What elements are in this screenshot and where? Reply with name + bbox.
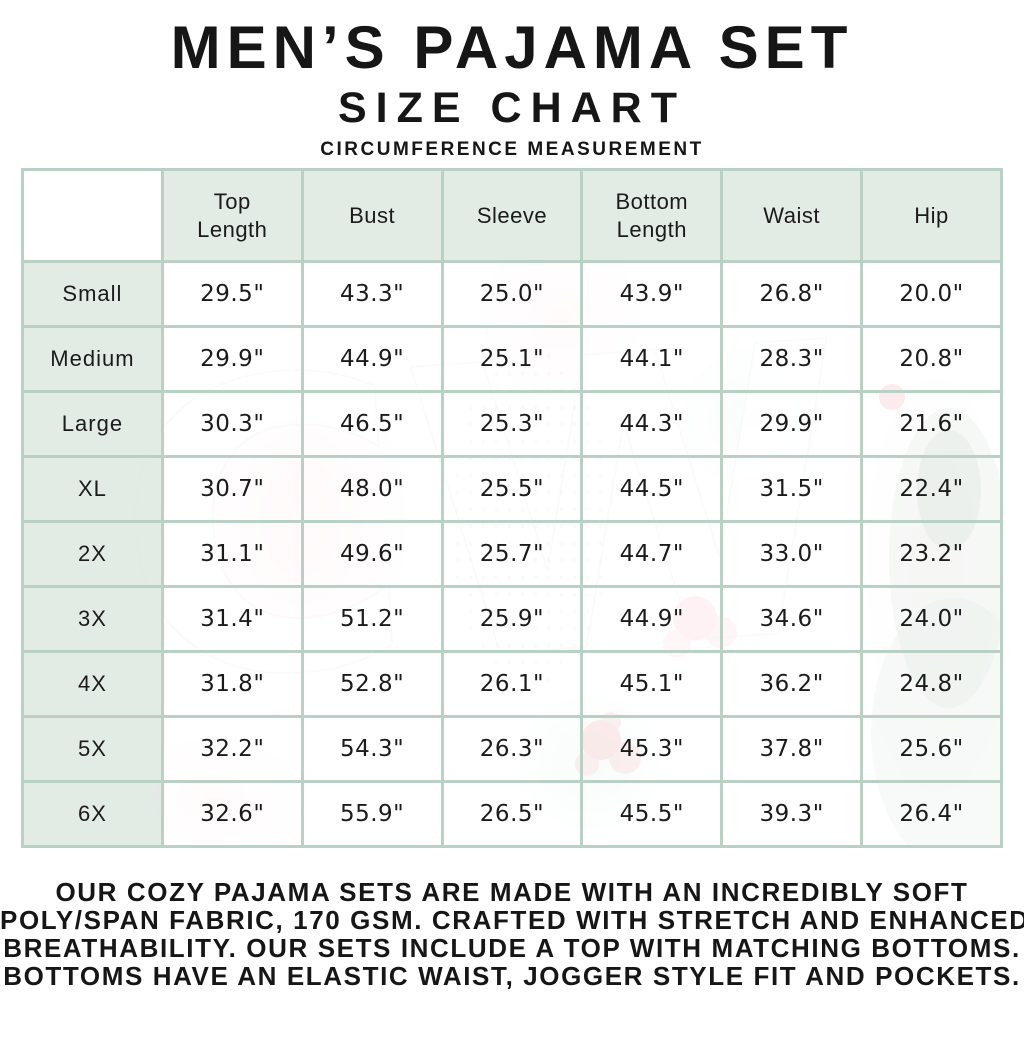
fabric-description-line: OUR COZY PAJAMA SETS ARE MADE WITH AN IN…: [55, 877, 969, 907]
table-row: XL 30.7" 48.0" 25.5" 44.5" 31.5" 22.4": [21, 455, 1003, 523]
measurement-cell: 45.5": [580, 780, 724, 848]
measurement-cell: 25.6": [860, 715, 1003, 783]
measurement-cell: 32.6": [160, 780, 304, 848]
measurement-cell: 46.5": [300, 390, 444, 458]
measurement-cell: 31.5": [720, 455, 864, 523]
table-row: Large 30.3" 46.5" 25.3" 44.3" 29.9" 21.6…: [21, 390, 1003, 458]
measurement-cell: 26.4": [860, 780, 1003, 848]
fabric-description-line: BREATHABILITY. OUR SETS INCLUDE A TOP WI…: [3, 933, 1021, 963]
measurement-cell: 30.7": [160, 455, 304, 523]
measurement-cell: 54.3": [300, 715, 444, 783]
measurement-cell: 43.3": [300, 260, 444, 328]
measurement-cell: 45.1": [580, 650, 724, 718]
size-label: 6X: [21, 780, 164, 848]
table-row: 2X 31.1" 49.6" 25.7" 44.7" 33.0" 23.2": [21, 520, 1003, 588]
table-row: 6X 32.6" 55.9" 26.5" 45.5" 39.3" 26.4": [21, 780, 1003, 848]
column-header-sleeve: Sleeve: [440, 168, 584, 263]
size-label: XL: [21, 455, 164, 523]
measurement-cell: 20.0": [860, 260, 1003, 328]
measurement-cell: 31.8": [160, 650, 304, 718]
measurement-cell: 25.7": [440, 520, 584, 588]
measurement-cell: 30.3": [160, 390, 304, 458]
measurement-tagline: CIRCUMFERENCE MEASUREMENT: [320, 139, 704, 160]
measurement-cell: 25.9": [440, 585, 584, 653]
measurement-cell: 25.0": [440, 260, 584, 328]
measurement-cell: 26.1": [440, 650, 584, 718]
measurement-cell: 25.1": [440, 325, 584, 393]
column-header-bust: Bust: [300, 168, 444, 263]
size-label: Large: [21, 390, 164, 458]
fabric-description: OUR COZY PAJAMA SETS ARE MADE WITH AN IN…: [0, 878, 1024, 990]
measurement-cell: 44.7": [580, 520, 724, 588]
measurement-cell: 28.3": [720, 325, 864, 393]
measurement-cell: 24.0": [860, 585, 1003, 653]
size-label: 3X: [21, 585, 164, 653]
size-label: Small: [21, 260, 164, 328]
page-title: MEN’S PAJAMA SET: [170, 14, 854, 81]
size-chart-page: MEN’S PAJAMA SET SIZE CHART CIRCUMFERENC…: [0, 16, 1024, 1040]
measurement-cell: 22.4": [860, 455, 1003, 523]
measurement-cell: 25.3": [440, 390, 584, 458]
measurement-cell: 36.2": [720, 650, 864, 718]
measurement-cell: 33.0": [720, 520, 864, 588]
table-row: Small 29.5" 43.3" 25.0" 43.9" 26.8" 20.0…: [21, 260, 1003, 328]
measurement-cell: 32.2": [160, 715, 304, 783]
measurement-cell: 29.9": [720, 390, 864, 458]
measurement-cell: 39.3": [720, 780, 864, 848]
page-subtitle: SIZE CHART: [338, 84, 686, 132]
measurement-cell: 21.6": [860, 390, 1003, 458]
header-row: Top Length Bust Sleeve Bottom Length Wai…: [21, 168, 1003, 263]
measurement-cell: 44.5": [580, 455, 724, 523]
measurement-cell: 26.5": [440, 780, 584, 848]
measurement-cell: 31.1": [160, 520, 304, 588]
table-row: 3X 31.4" 51.2" 25.9" 44.9" 34.6" 24.0": [21, 585, 1003, 653]
size-chart-table: Top Length Bust Sleeve Bottom Length Wai…: [21, 168, 1003, 848]
measurement-cell: 49.6": [300, 520, 444, 588]
measurement-cell: 34.6": [720, 585, 864, 653]
fabric-description-line: POLY/SPAN FABRIC, 170 GSM. CRAFTED WITH …: [0, 905, 1024, 935]
measurement-cell: 26.8": [720, 260, 864, 328]
measurement-cell: 37.8": [720, 715, 864, 783]
measurement-cell: 24.8": [860, 650, 1003, 718]
column-header-top-length: Top Length: [160, 168, 304, 263]
size-table-wrapper: CW Top Length Bust Sleeve Bottom Length …: [21, 168, 1003, 848]
measurement-cell: 45.3": [580, 715, 724, 783]
measurement-cell: 51.2": [300, 585, 444, 653]
measurement-cell: 25.5": [440, 455, 584, 523]
column-header-hip: Hip: [860, 168, 1003, 263]
measurement-cell: 29.5": [160, 260, 304, 328]
table-row: Medium 29.9" 44.9" 25.1" 44.1" 28.3" 20.…: [21, 325, 1003, 393]
measurement-cell: 55.9": [300, 780, 444, 848]
measurement-cell: 48.0": [300, 455, 444, 523]
empty-corner-cell: [21, 168, 164, 263]
table-row: 5X 32.2" 54.3" 26.3" 45.3" 37.8" 25.6": [21, 715, 1003, 783]
table-row: 4X 31.8" 52.8" 26.1" 45.1" 36.2" 24.8": [21, 650, 1003, 718]
measurement-cell: 52.8": [300, 650, 444, 718]
measurement-cell: 44.9": [300, 325, 444, 393]
size-label: 5X: [21, 715, 164, 783]
measurement-cell: 44.3": [580, 390, 724, 458]
measurement-cell: 20.8": [860, 325, 1003, 393]
measurement-cell: 44.1": [580, 325, 724, 393]
size-label: 2X: [21, 520, 164, 588]
fabric-description-line: BOTTOMS HAVE AN ELASTIC WAIST, JOGGER ST…: [3, 961, 1021, 991]
measurement-cell: 26.3": [440, 715, 584, 783]
size-label: Medium: [21, 325, 164, 393]
measurement-cell: 31.4": [160, 585, 304, 653]
column-header-bottom-length: Bottom Length: [580, 168, 724, 263]
column-header-waist: Waist: [720, 168, 864, 263]
measurement-cell: 43.9": [580, 260, 724, 328]
measurement-cell: 44.9": [580, 585, 724, 653]
measurement-cell: 23.2": [860, 520, 1003, 588]
size-label: 4X: [21, 650, 164, 718]
measurement-cell: 29.9": [160, 325, 304, 393]
